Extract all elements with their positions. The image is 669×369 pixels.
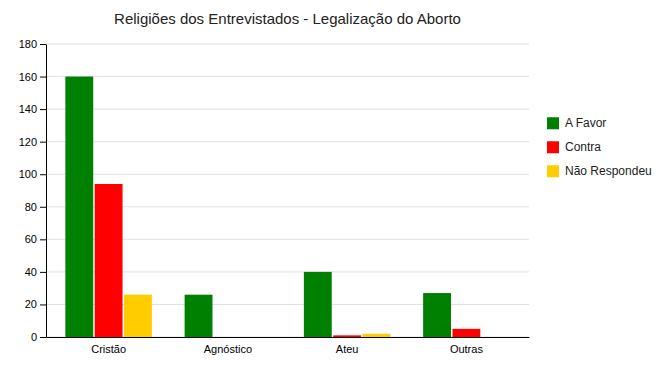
- legend-item: Contra: [547, 140, 601, 154]
- bar: [243, 337, 271, 338]
- x-tick-label: Outras: [450, 343, 484, 355]
- x-tick: Outras: [450, 337, 484, 355]
- y-tick-mark: [40, 142, 46, 143]
- grid-line: [46, 141, 529, 142]
- x-tick-label: Ateu: [336, 343, 359, 355]
- y-tick-mark: [40, 272, 46, 273]
- bar: [452, 329, 480, 337]
- y-tick: 20: [25, 298, 46, 310]
- legend-item: A Favor: [547, 116, 606, 130]
- legend-label: A Favor: [565, 116, 606, 130]
- y-tick-label: 160: [19, 71, 37, 83]
- plot: 0 20 40 60 80 100 120 140 160 180 Cristão Agnóstico…: [19, 38, 530, 355]
- grid-line: [46, 76, 529, 77]
- legend-label: Não Respondeu: [565, 164, 652, 178]
- legend-item: Não Respondeu: [547, 164, 652, 178]
- y-tick-label: 120: [19, 136, 37, 148]
- y-tick: 180: [19, 38, 46, 50]
- grid: [46, 44, 529, 337]
- legend: A Favor Contra Não Respondeu: [547, 116, 652, 178]
- y-axis-line: [46, 45, 47, 338]
- y-tick-label: 60: [25, 233, 37, 245]
- y-tick-mark: [40, 239, 46, 240]
- bar: [363, 334, 391, 337]
- bar: [304, 272, 332, 337]
- y-tick-label: 100: [19, 168, 37, 180]
- bars: [65, 77, 480, 337]
- y-tick: 60: [25, 233, 46, 245]
- y-tick-label: 40: [25, 266, 37, 278]
- bar: [65, 77, 93, 337]
- x-tick: Ateu: [336, 337, 359, 355]
- y-tick: 120: [19, 136, 46, 148]
- y-tick: 80: [25, 201, 46, 213]
- x-axis: Cristão Agnóstico Ateu Outras: [47, 337, 530, 355]
- legend-swatch: [547, 165, 559, 177]
- y-tick-mark: [40, 77, 46, 78]
- y-tick-label: 80: [25, 201, 37, 213]
- y-tick-mark: [40, 174, 46, 175]
- grid-line: [46, 174, 529, 175]
- y-tick-mark: [40, 109, 46, 110]
- bar: [185, 295, 213, 337]
- grid-line: [46, 109, 529, 110]
- legend-label: Contra: [565, 140, 601, 154]
- x-tick: Agnóstico: [204, 337, 252, 355]
- y-tick-label: 0: [31, 331, 37, 343]
- legend-swatch: [547, 117, 559, 129]
- bar: [333, 335, 361, 337]
- x-tick-label: Agnóstico: [204, 343, 252, 355]
- x-tick-label: Cristão: [91, 343, 126, 355]
- bar: [423, 293, 451, 337]
- bar-series: [65, 77, 451, 337]
- x-tick: Cristão: [91, 337, 126, 355]
- y-tick-label: 180: [19, 38, 37, 50]
- y-tick-label: 140: [19, 103, 37, 115]
- chart-container: 0 20 40 60 80 100 120 140 160 180 Cristão Agnóstico…: [0, 0, 669, 369]
- y-tick-mark: [40, 337, 46, 338]
- title: Religiões dos Entrevistados - Legalizaçã…: [114, 10, 461, 27]
- y-tick: 0: [31, 331, 46, 343]
- bar: [482, 337, 510, 338]
- bar: [214, 337, 242, 338]
- bar: [95, 184, 123, 337]
- x-axis-line: [47, 337, 530, 338]
- y-tick: 140: [19, 103, 46, 115]
- bar-series: [124, 295, 390, 337]
- y-tick-label: 20: [25, 298, 37, 310]
- legend-swatch: [547, 141, 559, 153]
- chart-svg: 0 20 40 60 80 100 120 140 160 180 Cristão Agnóstico…: [0, 0, 669, 369]
- y-tick: 160: [19, 71, 46, 83]
- y-tick-mark: [40, 44, 46, 45]
- y-tick: 40: [25, 266, 46, 278]
- bar-series: [95, 184, 481, 337]
- y-tick: 100: [19, 168, 46, 180]
- grid-line: [46, 44, 529, 45]
- y-axis: 0 20 40 60 80 100 120 140 160 180: [19, 38, 47, 343]
- y-tick-mark: [40, 304, 46, 305]
- y-tick-mark: [40, 207, 46, 208]
- bar: [124, 295, 152, 337]
